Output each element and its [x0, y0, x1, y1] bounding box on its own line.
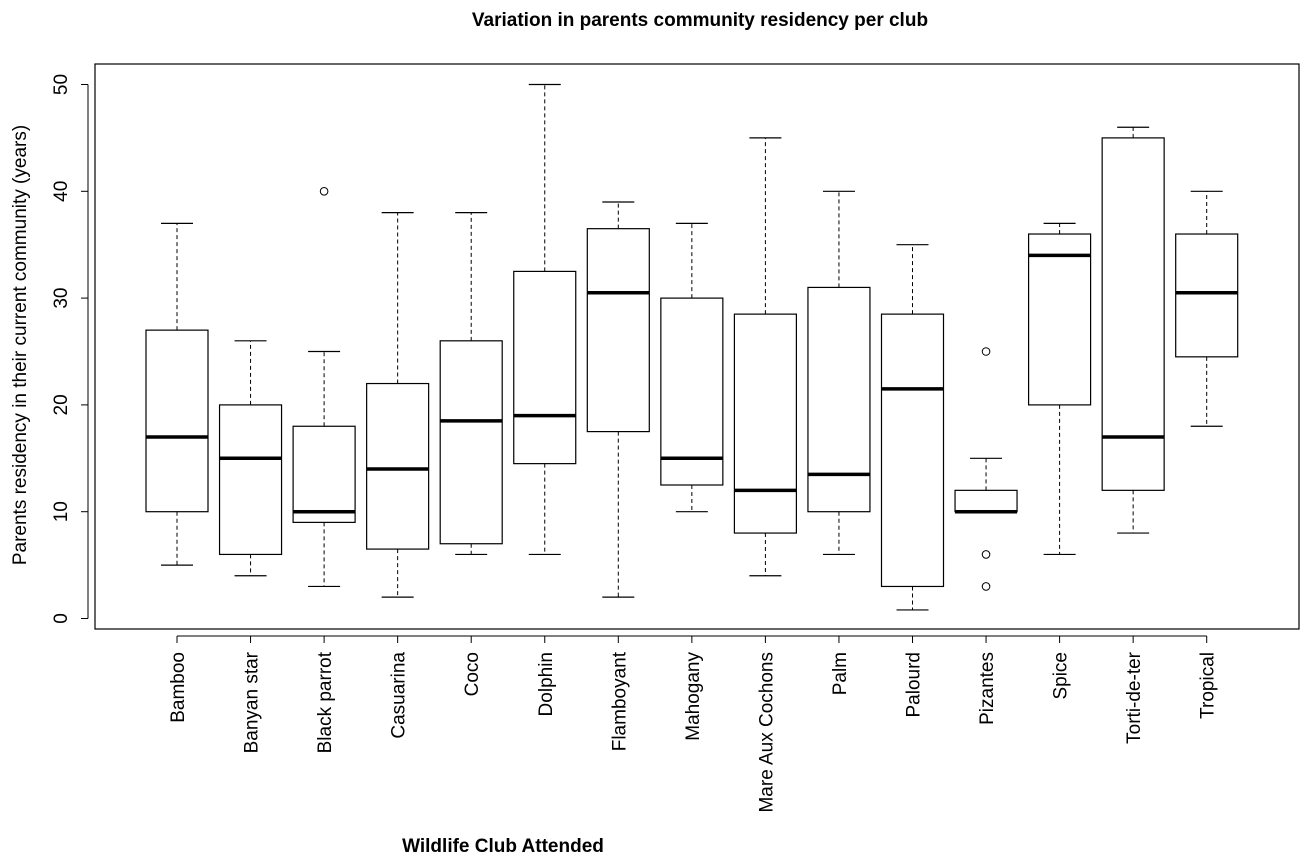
outlier-point — [981, 347, 991, 356]
box-iqr — [954, 489, 1018, 513]
box-pizantes — [954, 347, 1018, 591]
x-tick-label: Pizantes — [977, 652, 998, 725]
box-coco — [439, 212, 503, 556]
x-tick-label: Mare Aux Cochons — [756, 652, 777, 813]
box-bamboo — [145, 222, 209, 566]
box-spice — [1027, 222, 1092, 556]
box-iqr — [439, 340, 503, 545]
x-tick-label: Banyan star — [242, 651, 263, 753]
box-iqr — [366, 382, 430, 550]
plot-frame — [94, 63, 1300, 630]
chart-title: Variation in parents community residency… — [472, 10, 928, 31]
x-tick-label: Coco — [462, 652, 483, 696]
box-mahogany — [660, 222, 724, 513]
outlier-point — [319, 187, 329, 196]
box-black-parrot — [292, 187, 356, 588]
y-tick-label: 20 — [51, 394, 72, 415]
box-palourd — [880, 244, 945, 611]
y-tick-label: 40 — [51, 181, 72, 202]
box-iqr — [807, 286, 871, 513]
x-tick-label: Palm — [830, 652, 851, 695]
box-flamboyant — [586, 201, 650, 598]
x-axis-label: Wildlife Club Attended — [402, 836, 604, 857]
x-tick-label: Black parrot — [315, 651, 336, 753]
box-iqr — [660, 297, 724, 486]
box-iqr — [1175, 233, 1239, 358]
box-iqr — [586, 228, 650, 433]
x-tick-label: Bamboo — [168, 652, 189, 723]
box-banyan-star — [218, 340, 283, 577]
box-series — [145, 83, 1239, 611]
box-dolphin — [513, 83, 577, 556]
x-tick-label: Spice — [1051, 652, 1072, 700]
box-palm — [807, 190, 871, 556]
box-iqr — [1101, 137, 1165, 491]
box-iqr — [880, 313, 945, 588]
box-iqr — [513, 270, 577, 465]
x-tick-label: Palourd — [904, 652, 925, 718]
x-axis: Bamboo Banyan star Black parrot Casuarina Co… — [168, 635, 1219, 813]
outlier-point — [981, 582, 991, 591]
y-axis: 0 10 20 30 40 50 — [51, 74, 89, 624]
box-iqr — [145, 329, 209, 513]
box-iqr — [292, 425, 356, 523]
box-torti-de-ter — [1101, 126, 1165, 534]
box-tropical — [1175, 190, 1239, 427]
x-tick-label: Mahogany — [683, 652, 704, 741]
x-tick-label: Flamboyant — [609, 651, 630, 751]
box-casuarina — [366, 212, 430, 598]
y-tick-label: 0 — [51, 613, 72, 624]
y-tick-label: 50 — [51, 74, 72, 95]
x-tick-label: Dolphin — [536, 652, 557, 716]
x-tick-label: Casuarina — [389, 652, 410, 739]
box-iqr — [1027, 233, 1092, 406]
box-iqr — [733, 313, 798, 534]
box-mare-aux-cochons — [733, 137, 798, 577]
y-tick-label: 10 — [51, 501, 72, 522]
y-tick-label: 30 — [51, 288, 72, 309]
outlier-point — [981, 550, 991, 559]
y-axis-label: Parents residency in their current commu… — [10, 125, 31, 565]
box-iqr — [218, 404, 283, 556]
x-tick-label: Torti-de-ter — [1124, 651, 1145, 744]
x-tick-label: Tropical — [1198, 652, 1219, 719]
